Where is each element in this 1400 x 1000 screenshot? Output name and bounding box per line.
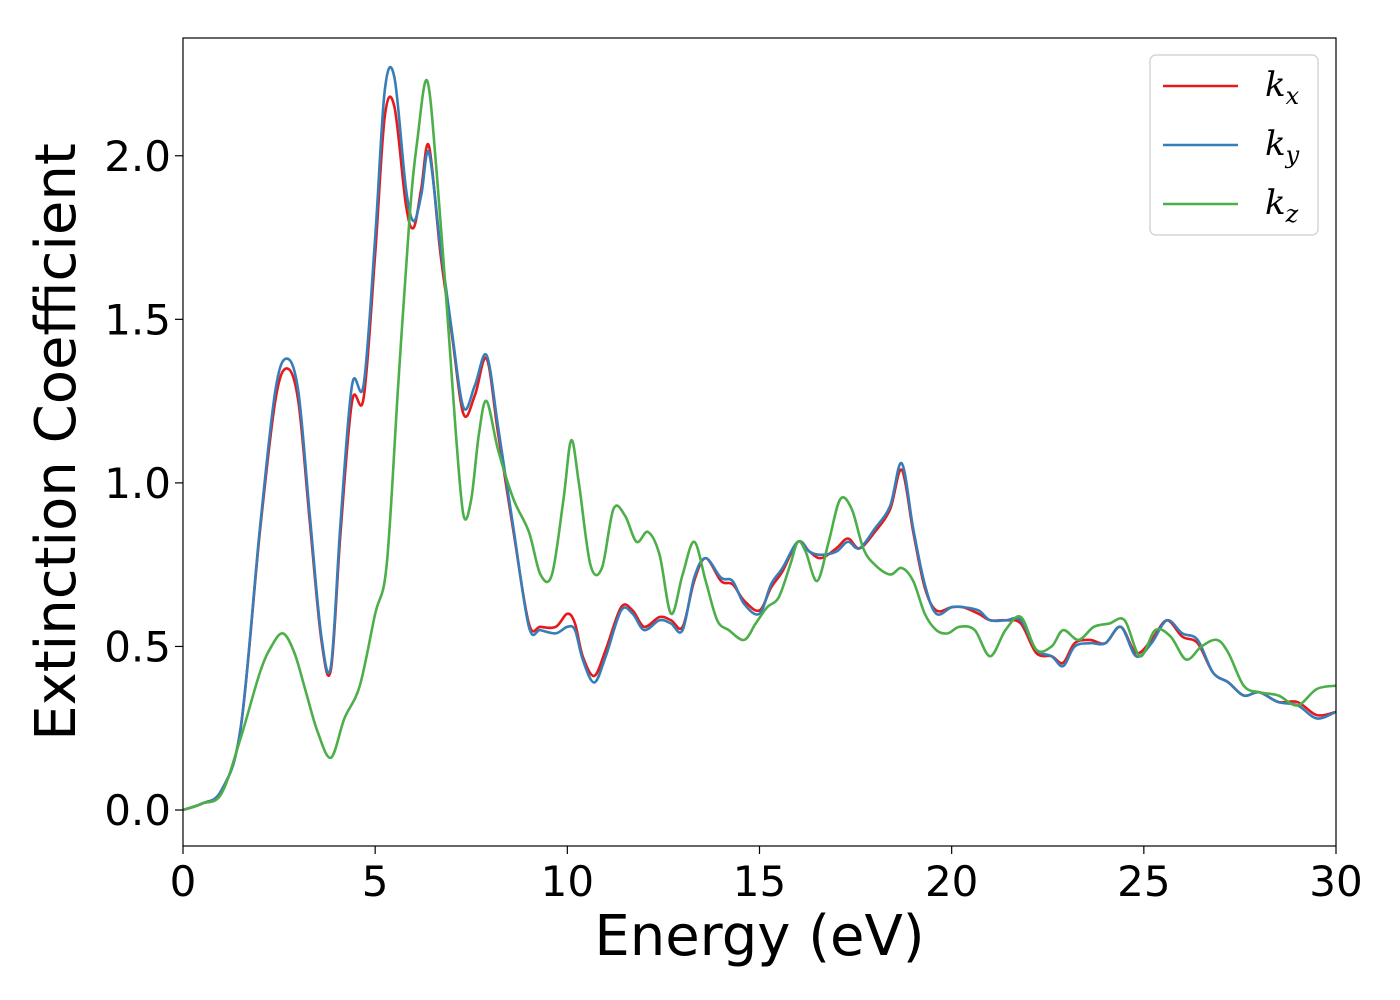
x-tick-label: 20 (925, 857, 978, 906)
y-axis: 0.0 0.5 1.0 1.5 2.0 (104, 132, 183, 835)
x-tick-label: 30 (1309, 857, 1362, 906)
x-axis-label: Energy (eV) (594, 904, 924, 969)
x-tick-label: 15 (733, 857, 786, 906)
series-line-y (183, 65, 1336, 812)
y-axis-label: Extinction Coefficient (24, 143, 89, 741)
x-tick-label: 0 (170, 857, 197, 906)
legend-label-y: ky (1265, 124, 1300, 169)
x-tick-label: 25 (1117, 857, 1170, 906)
y-tick-label: 1.5 (104, 295, 171, 344)
legend-label-x: kx (1265, 65, 1300, 110)
legend: kx ky kz (1149, 54, 1319, 236)
y-tick-label: 2.0 (104, 132, 171, 181)
x-tick-label: 5 (362, 857, 389, 906)
x-tick-label: 10 (541, 857, 594, 906)
x-axis: 0 5 10 15 20 25 30 (170, 846, 1363, 906)
y-tick-label: 0.5 (104, 622, 171, 671)
legend-label-z: kz (1265, 183, 1299, 228)
y-tick-label: 1.0 (104, 459, 171, 508)
series-line-z (183, 79, 1336, 812)
y-tick-label: 0.0 (104, 786, 171, 835)
series-layer (183, 65, 1336, 812)
